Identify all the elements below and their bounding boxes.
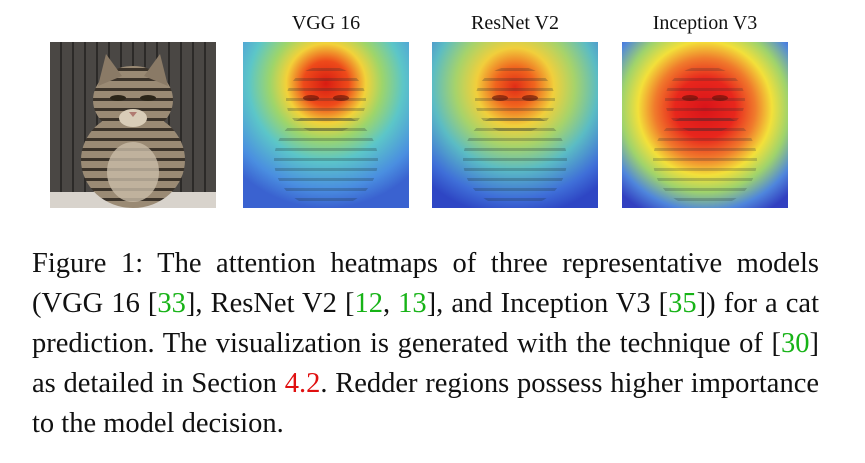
inception-v3-heatmap [622,42,788,208]
caption-prefix: Figure 1: [32,248,144,279]
citation-link[interactable]: 13 [398,288,427,319]
caption-text: ], ResNet V2 [ [185,288,355,319]
section-reference-link[interactable]: 4.2 [284,368,321,399]
citation-link[interactable]: 30 [781,328,810,359]
citation-link[interactable]: 35 [668,288,697,319]
caption-text: , [382,288,399,319]
caption-text: The attention heatmaps of three represen… [32,248,820,319]
citation-link[interactable]: 12 [354,288,383,319]
citation-link[interactable]: 33 [157,288,186,319]
vgg16-heatmap [243,42,409,208]
caption-text: ] as detailed in Section [32,328,819,399]
figure-caption: Figure 1: The attention heatmaps of thre… [32,244,819,444]
inception-v3-label: Inception V3 [652,12,758,34]
caption-text: . Redder regions possess higher importan… [32,368,819,439]
caption-text: ]) for a cat prediction. The visualizati… [32,288,819,359]
caption-text: ], and Inception V3 [ [426,288,669,319]
resnet-v2-label: ResNet V2 [471,12,559,34]
vgg16-label: VGG 16 [291,12,361,34]
original-cat-image [50,42,216,208]
resnet-v2-heatmap [432,42,598,208]
